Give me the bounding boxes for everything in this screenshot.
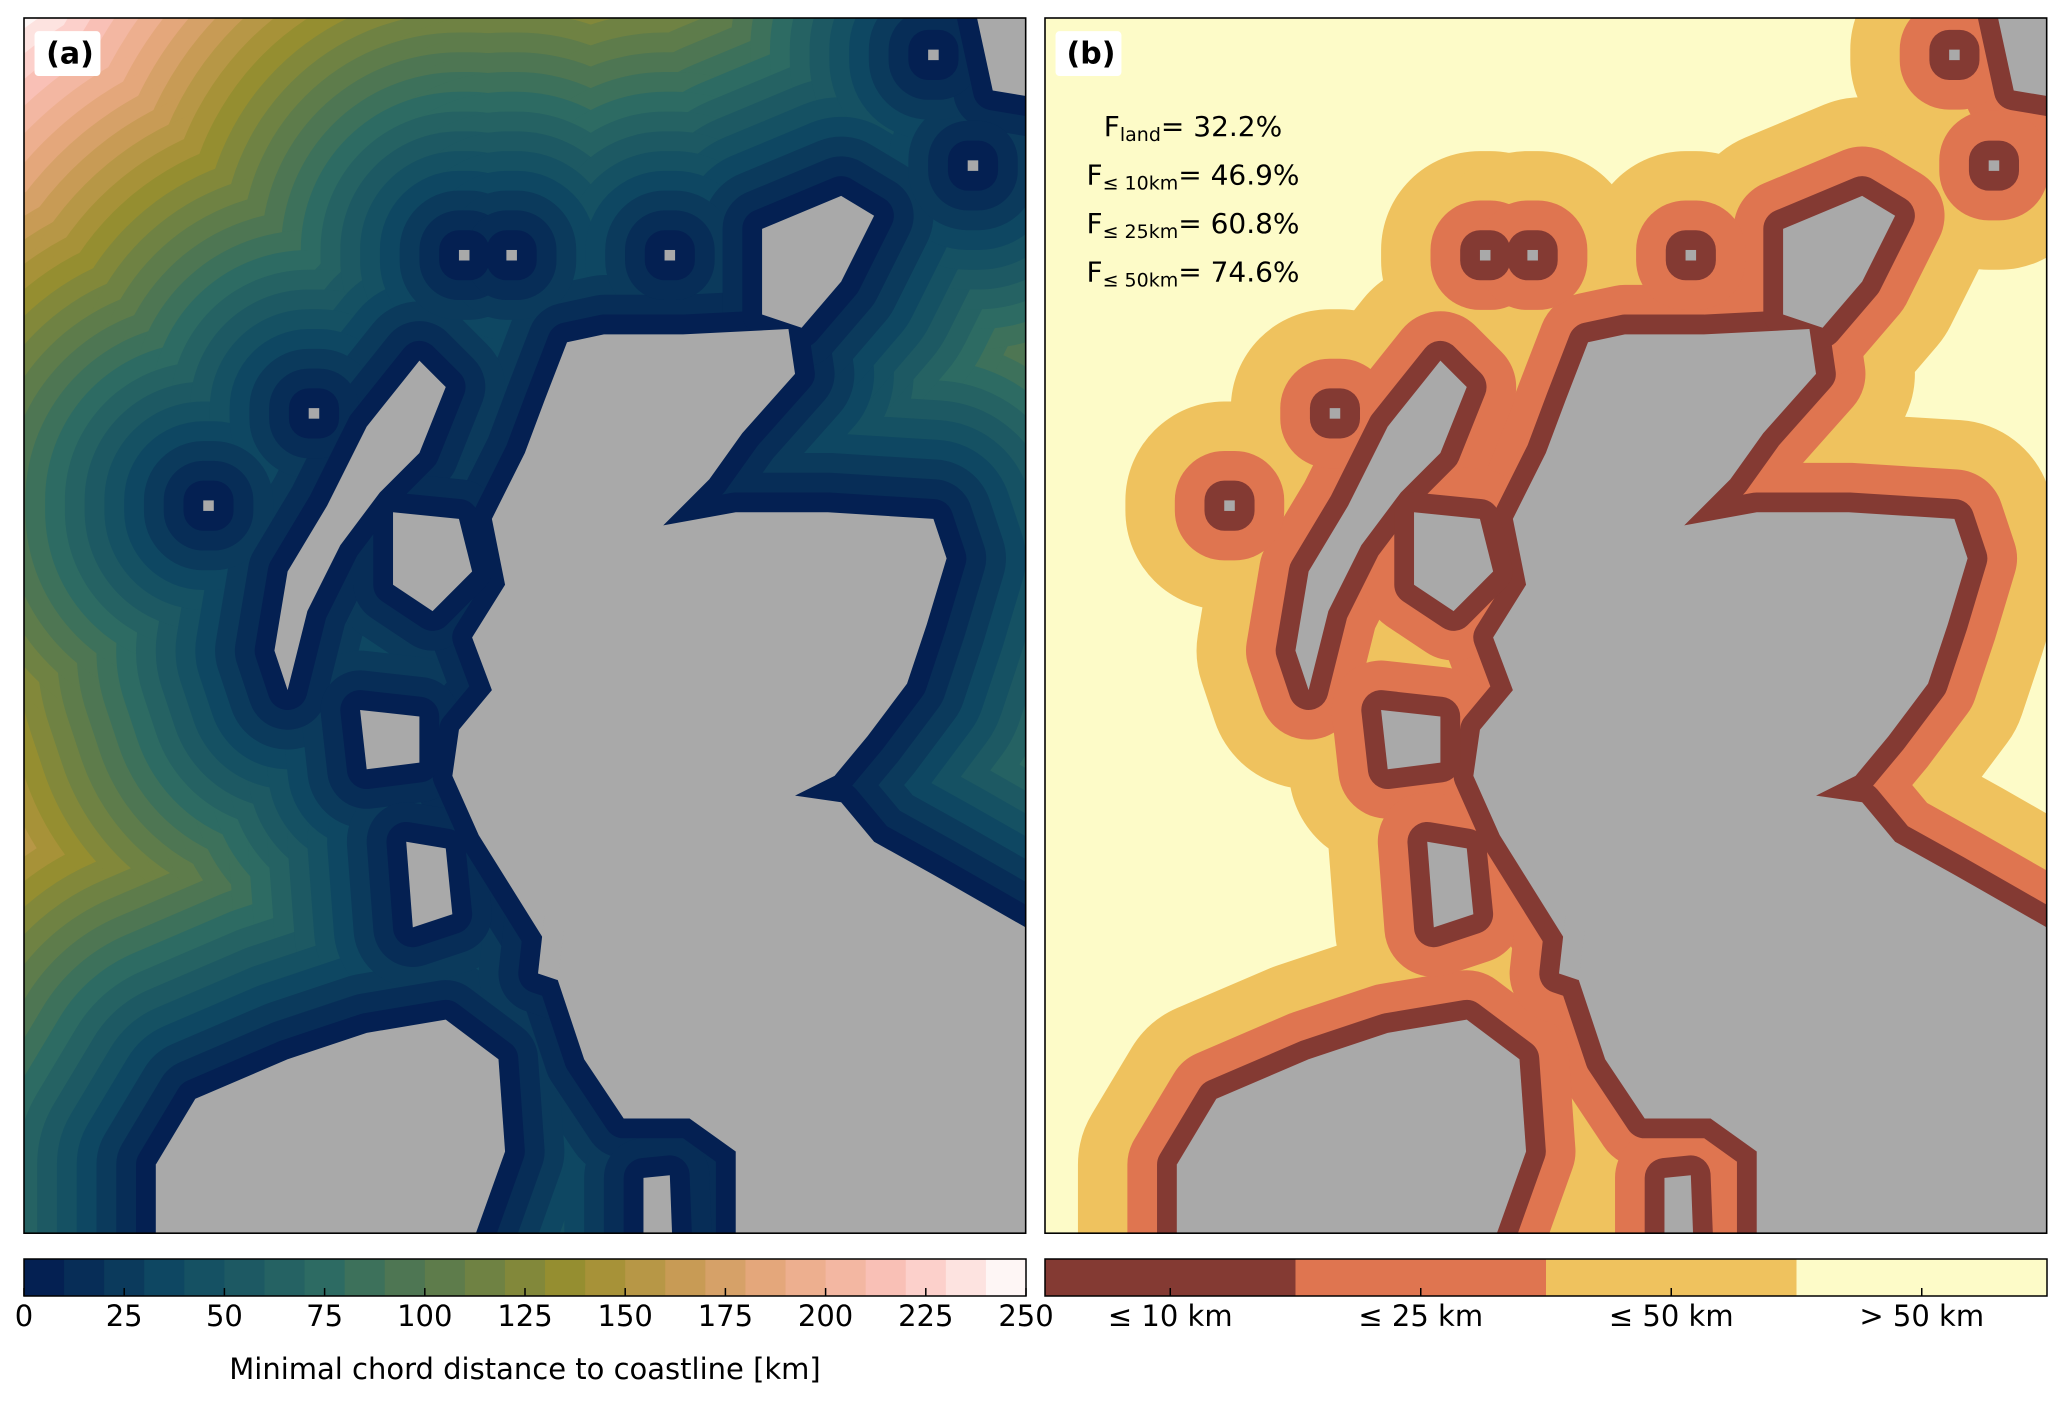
land — [1329, 408, 1341, 419]
land — [762, 195, 875, 328]
map-panel-b — [1044, 17, 2048, 1234]
annotation-subscript: ≤ 25km — [1103, 221, 1179, 243]
colorbar-segment — [64, 1259, 105, 1296]
colorbar-tick-label: 225 — [898, 1299, 953, 1333]
colorbar-segment — [865, 1259, 907, 1296]
land — [155, 1019, 506, 1234]
land — [458, 249, 470, 261]
land — [1381, 709, 1441, 770]
colorbar-a: 0 25 50 75 100 125 150 175 200 225 250 — [15, 1258, 1054, 1333]
distance-band — [1361, 690, 1461, 790]
colorbar-b: ≤ 10 km ≤ 25 km ≤ 50 km > 50 km — [1044, 1258, 2048, 1333]
annotation-symbol: F — [1086, 207, 1102, 240]
colorbar-tick-label: 0 — [15, 1299, 33, 1333]
land — [1664, 1175, 1694, 1234]
colorbar-segment — [625, 1259, 666, 1296]
colorbar-segment — [184, 1259, 225, 1296]
legend-label: ≤ 50 km — [1609, 1299, 1734, 1333]
land — [1295, 360, 1467, 691]
colorbar-segment — [144, 1259, 185, 1296]
annotation-value: = 32.2% — [1161, 110, 1282, 143]
land — [1559, 914, 1586, 981]
land — [1479, 249, 1491, 261]
land — [538, 914, 565, 981]
colorbar-segment — [785, 1259, 827, 1296]
panel-label: (a) — [46, 37, 94, 72]
land — [1473, 329, 2047, 1234]
colorbar-frame — [1044, 1258, 2048, 1297]
land — [506, 249, 517, 261]
colorbar-segment — [825, 1259, 867, 1296]
land — [308, 408, 320, 419]
colorbar-tick-label: 125 — [497, 1299, 552, 1333]
colorbar-segment — [464, 1259, 506, 1296]
land — [452, 329, 1026, 1234]
colorbar-segment — [985, 1259, 1027, 1296]
annotation: F≤ 10km= 46.9% — [1086, 159, 1299, 195]
colorbar-segment — [424, 1259, 466, 1296]
colorbar-tick-label: 150 — [598, 1299, 653, 1333]
legend-label: > 50 km — [1859, 1299, 1984, 1333]
colorbar-tick-label: 50 — [206, 1299, 243, 1333]
annotation: Fland= 32.2% — [1104, 110, 1282, 146]
annotation: F≤ 25km= 60.8% — [1086, 207, 1299, 243]
annotation-subscript: ≤ 50km — [1103, 269, 1179, 291]
colorbar-segment — [384, 1259, 426, 1296]
colorbar-tick-label: 175 — [698, 1299, 753, 1333]
colorbar-segment — [745, 1259, 787, 1296]
colorbar-segment — [545, 1259, 586, 1296]
land — [977, 18, 1026, 96]
land — [274, 360, 446, 691]
land — [406, 841, 453, 928]
land — [393, 512, 473, 612]
land — [1685, 249, 1697, 261]
colorbar-tick-label: 75 — [306, 1299, 343, 1333]
colorbar-segment — [945, 1259, 987, 1296]
colorbar-tick-label: 100 — [397, 1299, 452, 1333]
annotation-value: = 46.9% — [1178, 159, 1299, 192]
land — [1414, 512, 1494, 612]
annotation: F≤ 50km= 74.6% — [1086, 256, 1299, 292]
colorbar-tick-label: 200 — [798, 1299, 853, 1333]
panel-label: (b) — [1067, 37, 1116, 72]
colorbar-segment — [24, 1259, 65, 1296]
distance-band — [956, 18, 1026, 117]
colorbar-segment — [665, 1259, 706, 1296]
land — [928, 49, 939, 61]
colorbar-segment — [585, 1259, 626, 1296]
colorbar-label: Minimal chord distance to coastline [km] — [229, 1352, 821, 1386]
annotation-value: = 74.6% — [1178, 256, 1299, 289]
annotation-symbol: F — [1086, 256, 1102, 289]
legend-label: ≤ 10 km — [1108, 1299, 1233, 1333]
colorbar-tick-label: 250 — [998, 1299, 1053, 1333]
land — [664, 249, 676, 261]
colorbar-segment — [264, 1259, 306, 1296]
map-panel-a — [23, 17, 1027, 1234]
colorbar-segment — [344, 1259, 386, 1296]
colorbar-tick-label: 25 — [106, 1299, 143, 1333]
land — [1176, 1019, 1527, 1234]
land — [1988, 160, 2000, 171]
land — [360, 709, 420, 770]
land — [203, 500, 214, 511]
annotation-value: = 60.8% — [1178, 207, 1299, 240]
annotation-symbol: F — [1086, 159, 1102, 192]
land — [967, 160, 979, 171]
annotation-subscript: land — [1120, 124, 1161, 146]
land — [1783, 195, 1896, 328]
annotation-symbol: F — [1104, 110, 1120, 143]
land — [1949, 49, 1960, 61]
land — [1224, 500, 1235, 511]
land — [1427, 841, 1474, 928]
colorbar-segment — [224, 1259, 265, 1296]
land — [1527, 249, 1538, 261]
annotation-subscript: ≤ 10km — [1103, 172, 1179, 194]
land — [1998, 18, 2047, 96]
land — [643, 1175, 673, 1234]
legend-label: ≤ 25 km — [1358, 1299, 1483, 1333]
